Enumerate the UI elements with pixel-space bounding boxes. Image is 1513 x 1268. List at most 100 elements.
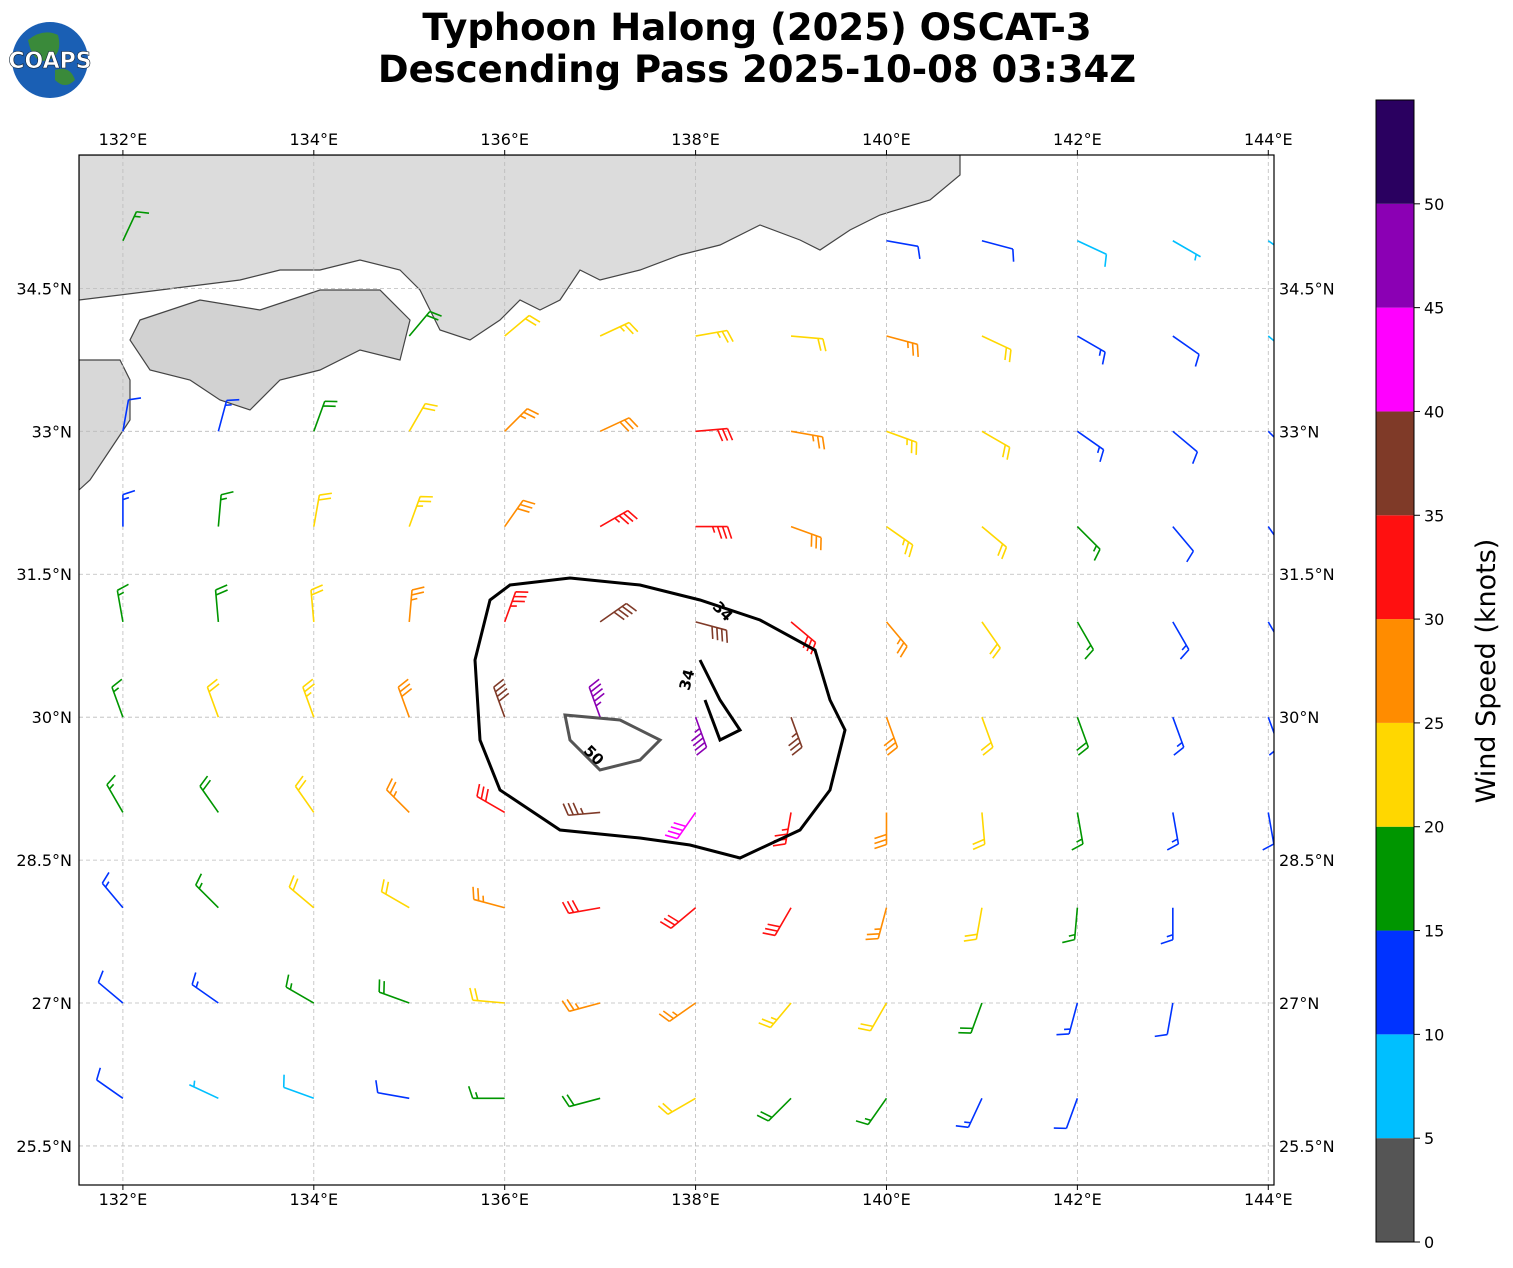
wind-barb [294, 775, 315, 813]
wind-barb [214, 584, 228, 622]
lat-tick-label: 28.5°N [16, 851, 72, 870]
wind-barb [790, 525, 822, 551]
colorbar-segment [1376, 100, 1414, 204]
wind-barb [762, 907, 792, 937]
wind-barb [378, 979, 410, 1004]
wind-barb [122, 489, 136, 527]
wind-barb [95, 1067, 124, 1099]
wind-barb [472, 886, 505, 909]
wind-barb [408, 402, 438, 432]
wind-barb [855, 1097, 888, 1126]
wind-barb [886, 239, 921, 259]
title: Typhoon Halong (2025) OSCAT-3 [422, 6, 1091, 49]
lat-tick-label: 33°N [32, 422, 72, 441]
wind-barb [588, 678, 605, 718]
wind-barb [980, 716, 994, 756]
contour-34kt [698, 659, 743, 743]
wind-barb [599, 602, 637, 623]
wind-barb [285, 974, 315, 1004]
contour-label: 34 [676, 667, 699, 692]
lon-tick-label: 132°E [99, 130, 148, 149]
colorbar-tick-label: 40 [1424, 402, 1444, 421]
lat-tick-label: 25.5°N [1279, 1137, 1335, 1156]
wind-barb [1076, 430, 1105, 463]
wind-barb [758, 1002, 792, 1029]
wind-barbs [95, 210, 1274, 1130]
wind-barb [599, 321, 639, 337]
wind-barb [397, 678, 413, 718]
wind-barb [955, 1097, 983, 1129]
lon-tick-label: 144°E [1244, 130, 1293, 149]
wind-barb [981, 335, 1012, 363]
wind-barb [659, 907, 697, 929]
wind-barb [561, 999, 601, 1013]
lat-tick-label: 33°N [1279, 422, 1319, 441]
wind-barb [469, 987, 505, 1004]
land [79, 155, 961, 491]
wind-barb [874, 812, 888, 850]
wind-barb [790, 430, 826, 450]
lat-tick-label: 27°N [32, 994, 72, 1013]
wind-barb [313, 400, 338, 432]
lat-tick-label: 27°N [1279, 994, 1319, 1013]
kyushu [79, 359, 131, 491]
wind-barb [122, 397, 142, 432]
colorbar-segment [1376, 1138, 1414, 1242]
wind-barb [883, 716, 899, 756]
colorbar-segment [1376, 1034, 1414, 1139]
wind-barb [116, 583, 129, 623]
wind-barb [189, 1080, 219, 1100]
wind-barb [191, 972, 219, 1004]
lat-tick-label: 28.5°N [1279, 851, 1335, 870]
colorbar-segment [1376, 619, 1414, 723]
wind-barb [1076, 526, 1101, 561]
wind-barb [217, 398, 240, 432]
wind-barb [1267, 240, 1274, 246]
colorbar-tick-label: 0 [1424, 1233, 1434, 1252]
wind-barb [1076, 716, 1090, 756]
wind-barb [313, 492, 332, 527]
lon-tick-label: 134°E [289, 1190, 338, 1209]
wind-barb [492, 678, 510, 718]
wind-barb [695, 427, 734, 442]
wind-barb [195, 873, 219, 909]
logo-land [28, 32, 75, 85]
wind-barb [1166, 812, 1180, 851]
wind-barb [664, 811, 697, 840]
colorbar-tick-label: 10 [1424, 1025, 1444, 1044]
lon-tick-label: 134°E [289, 130, 338, 149]
wind-barb [981, 621, 1001, 659]
wind-barb [886, 525, 914, 558]
wind-barb [101, 872, 124, 909]
lon-tick-label: 138°E [671, 130, 720, 149]
wind-barb [385, 778, 410, 814]
wind-barb [981, 430, 1011, 460]
wind-barb [375, 1080, 410, 1100]
wind-barb [504, 407, 539, 432]
lat-tick-label: 31.5°N [1279, 565, 1335, 584]
wind-barb [1076, 621, 1095, 660]
wind-barb [788, 716, 803, 756]
wind-barb [97, 970, 124, 1004]
lon-tick-label: 132°E [99, 1190, 148, 1209]
lon-tick-label: 136°E [480, 1190, 529, 1209]
wind-barb [1267, 335, 1274, 342]
wind-barb [380, 879, 410, 909]
lat-tick-label: 30°N [1279, 708, 1319, 727]
wind-barb [1172, 335, 1200, 367]
title: Descending Pass 2025-10-08 03:34Z [378, 48, 1136, 91]
wind-barb [885, 621, 908, 658]
wind-barb [504, 314, 541, 337]
wind-barb [476, 783, 506, 814]
wind-barb [695, 525, 733, 539]
lon-tick-label: 142°E [1053, 1190, 1102, 1209]
wind-barb [561, 1094, 601, 1108]
wind-barb [467, 1086, 505, 1100]
lon-tick-label: 144°E [1244, 1190, 1293, 1209]
wind-barb [217, 491, 234, 527]
wind-barb [981, 239, 1015, 262]
wind-barb [106, 774, 124, 813]
wind-barb [599, 417, 639, 433]
lon-tick-label: 142°E [1053, 130, 1102, 149]
